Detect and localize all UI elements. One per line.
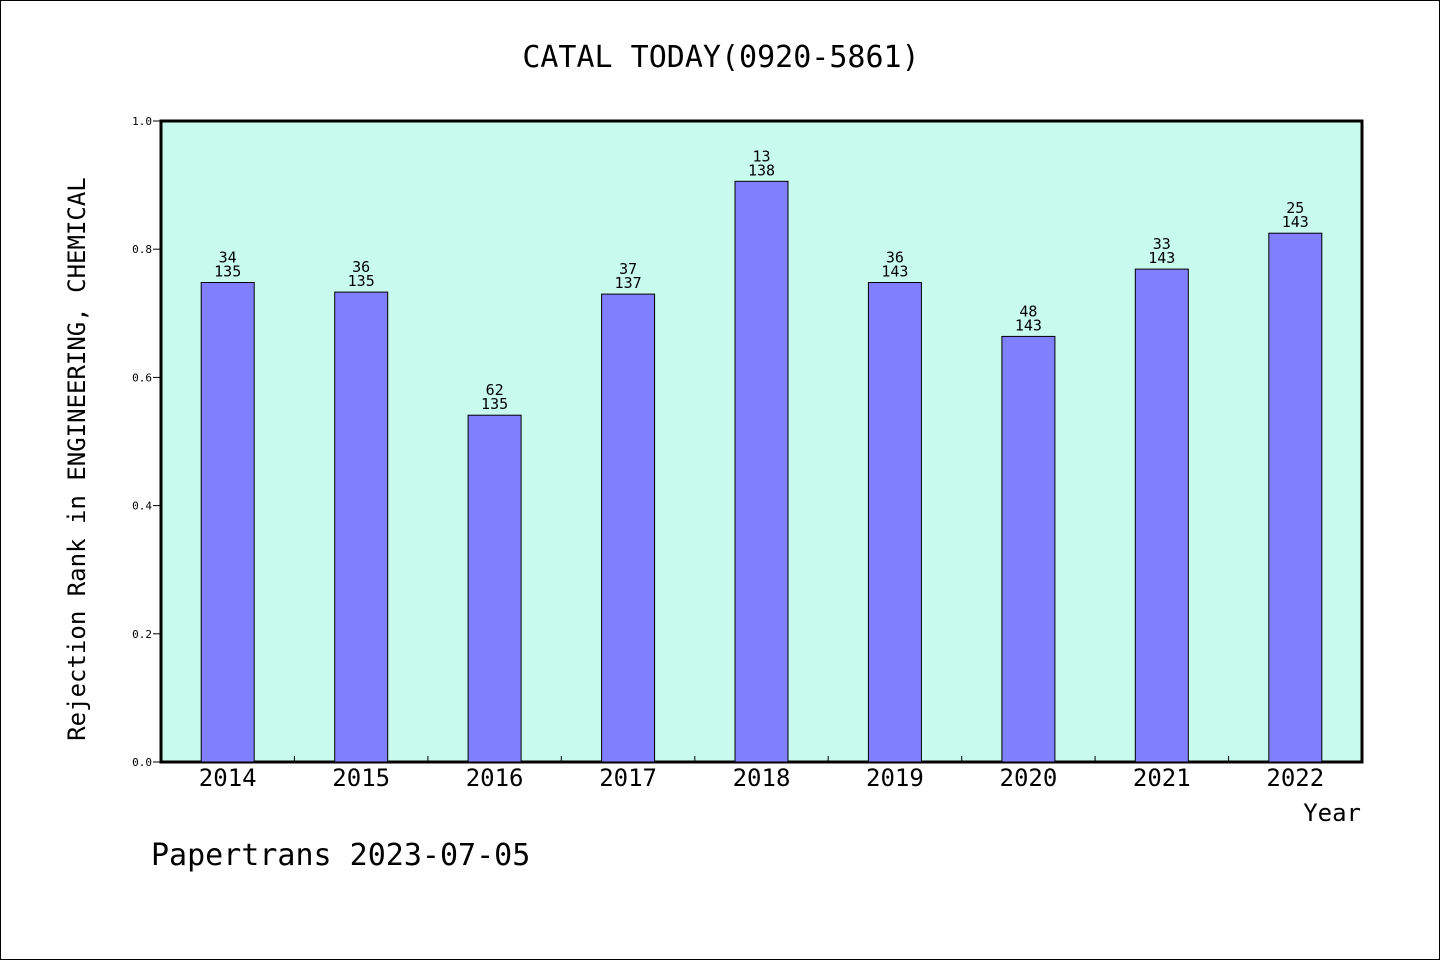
x-tick-label: 2017 [599,764,657,792]
x-axis-label: Year [1303,799,1361,827]
x-tick-label: 2022 [1266,764,1324,792]
bar-2019 [867,282,922,763]
bar-total-label: 137 [615,274,642,292]
x-tick-label: 2019 [866,764,924,792]
bar-rank-label: 34 [219,249,237,267]
bar-total-label: 138 [748,161,775,179]
bar-total-label: 135 [481,395,508,413]
x-tick-label: 2015 [332,764,390,792]
y-tick-label: 0.2 [132,628,152,641]
bar-rank-label: 36 [352,258,370,276]
bar-total-label: 143 [1015,316,1042,334]
bar-2021 [1134,268,1189,763]
bar-2014 [200,282,255,763]
bar-rank-label: 13 [752,147,770,165]
x-tick-label: 2018 [733,764,791,792]
y-tick-label: 0.8 [132,243,152,256]
footer-watermark: Papertrans 2023-07-05 [151,838,530,873]
bar-rank-label: 33 [1153,235,1171,253]
x-tick-label: 2016 [466,764,524,792]
x-axis-ticks: 2014 2015 2016 2017 2018 2019 2020 2021 2022 [199,756,1324,792]
bar-2017 [601,293,656,763]
x-tick-label: 2021 [1133,764,1191,792]
bar-rank-label: 36 [886,249,904,267]
bar-rank-label: 62 [486,381,504,399]
x-tick-label: 2020 [1000,764,1058,792]
bar-total-label: 135 [348,272,375,290]
y-axis-label: Rejection Rank in ENGINEERING, CHEMICAL [63,177,91,741]
chart-title: CATAL TODAY(0920-5861) [522,40,919,75]
y-axis-ticks: 0.0 0.2 0.4 0.6 0.8 1.0 [132,115,161,769]
bar-2022 [1268,232,1323,763]
y-tick-label: 0.0 [132,756,152,769]
bar-2015 [334,291,389,763]
bar-total-label: 135 [214,263,241,281]
y-tick-label: 1.0 [132,115,152,128]
bar-2018 [734,180,789,763]
bar-2020 [1001,335,1056,763]
bar-total-label: 143 [881,263,908,281]
y-tick-label: 0.6 [132,371,152,384]
bar-rank-label: 48 [1019,302,1037,320]
y-tick-label: 0.4 [132,500,152,513]
x-tick-label: 2014 [199,764,257,792]
bar-rank-label: 25 [1286,199,1304,217]
bars-group [200,180,1323,763]
bar-2016 [467,414,522,763]
bar-rank-label: 37 [619,260,637,278]
bar-total-label: 143 [1282,213,1309,231]
bar-total-label: 143 [1148,249,1175,267]
